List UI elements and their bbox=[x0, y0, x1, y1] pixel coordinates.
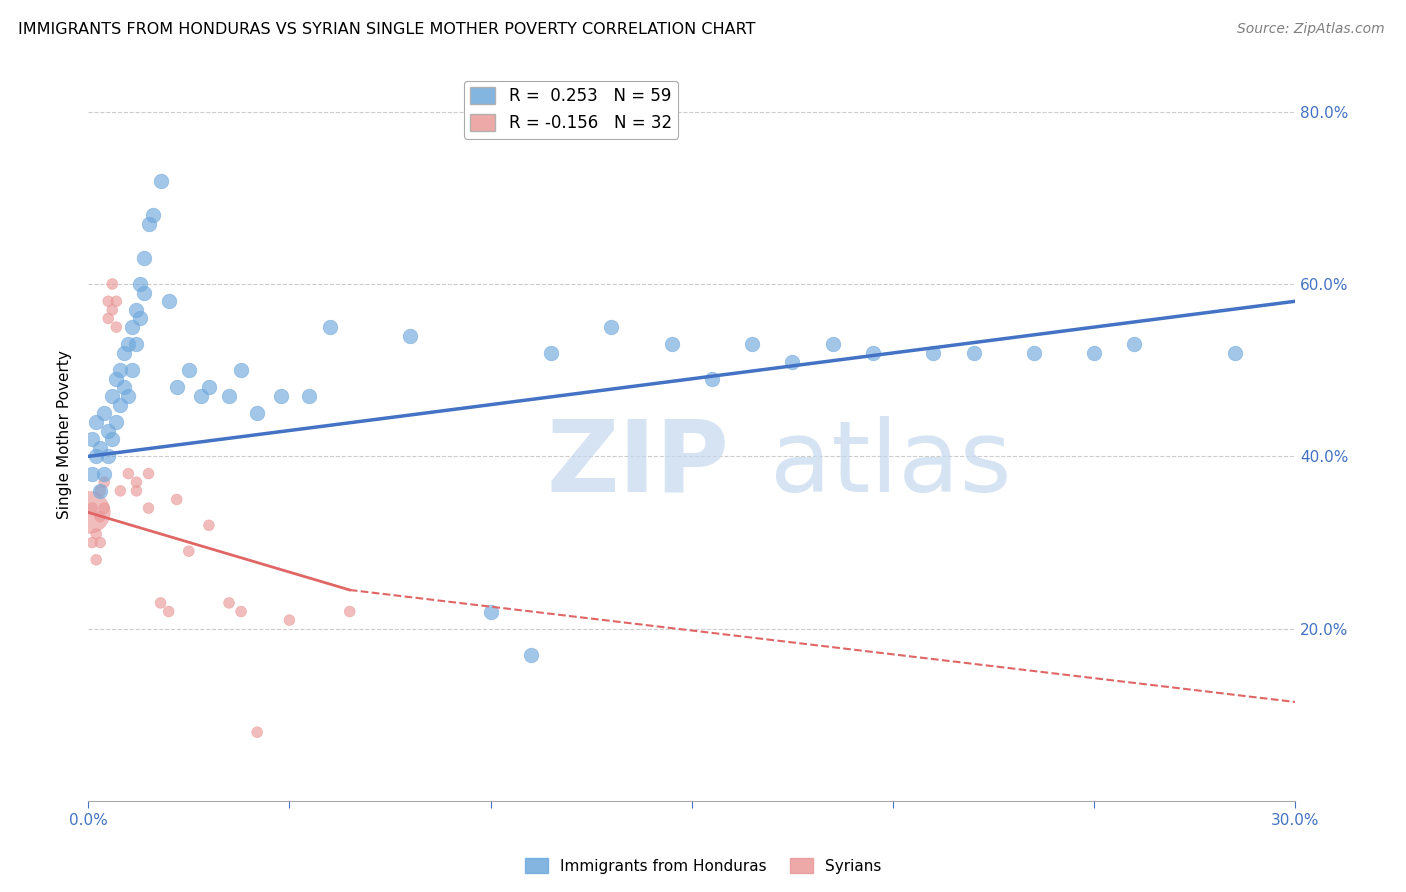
Text: ZIP: ZIP bbox=[547, 416, 730, 513]
Point bbox=[177, 544, 200, 558]
Point bbox=[138, 217, 160, 231]
Point bbox=[1022, 346, 1045, 360]
Point bbox=[105, 415, 128, 429]
Point bbox=[339, 605, 361, 619]
Point bbox=[101, 302, 124, 317]
Point bbox=[138, 501, 160, 516]
Point bbox=[89, 483, 111, 498]
Legend: R =  0.253   N = 59, R = -0.156   N = 32: R = 0.253 N = 59, R = -0.156 N = 32 bbox=[464, 80, 679, 138]
Point bbox=[93, 501, 115, 516]
Point bbox=[134, 285, 156, 300]
Point bbox=[138, 467, 160, 481]
Point bbox=[479, 605, 502, 619]
Point bbox=[520, 648, 543, 662]
Point bbox=[84, 527, 107, 541]
Point bbox=[821, 337, 844, 351]
Point bbox=[105, 372, 128, 386]
Point bbox=[79, 505, 101, 519]
Point bbox=[399, 328, 422, 343]
Point bbox=[229, 363, 252, 377]
Point bbox=[89, 483, 111, 498]
Point bbox=[218, 596, 240, 610]
Point bbox=[166, 380, 188, 394]
Point bbox=[129, 277, 152, 291]
Legend: Immigrants from Honduras, Syrians: Immigrants from Honduras, Syrians bbox=[519, 852, 887, 880]
Point bbox=[117, 337, 139, 351]
Point bbox=[922, 346, 945, 360]
Point bbox=[318, 320, 340, 334]
Point bbox=[134, 251, 156, 265]
Point bbox=[125, 483, 148, 498]
Point bbox=[600, 320, 623, 334]
Point bbox=[89, 535, 111, 549]
Point bbox=[229, 605, 252, 619]
Point bbox=[82, 501, 104, 516]
Text: atlas: atlas bbox=[770, 416, 1012, 513]
Point bbox=[962, 346, 984, 360]
Point bbox=[97, 424, 120, 438]
Point bbox=[270, 389, 292, 403]
Point bbox=[540, 346, 562, 360]
Point bbox=[129, 311, 152, 326]
Point bbox=[149, 596, 172, 610]
Point bbox=[782, 354, 804, 368]
Text: IMMIGRANTS FROM HONDURAS VS SYRIAN SINGLE MOTHER POVERTY CORRELATION CHART: IMMIGRANTS FROM HONDURAS VS SYRIAN SINGL… bbox=[18, 22, 756, 37]
Point bbox=[82, 467, 104, 481]
Point bbox=[246, 725, 269, 739]
Point bbox=[93, 475, 115, 490]
Point bbox=[84, 553, 107, 567]
Point bbox=[112, 346, 135, 360]
Point bbox=[84, 450, 107, 464]
Point bbox=[862, 346, 884, 360]
Point bbox=[101, 389, 124, 403]
Point bbox=[101, 432, 124, 446]
Point bbox=[166, 492, 188, 507]
Point bbox=[125, 475, 148, 490]
Point bbox=[121, 320, 143, 334]
Point bbox=[741, 337, 763, 351]
Point bbox=[149, 173, 172, 187]
Point bbox=[97, 294, 120, 309]
Point bbox=[82, 535, 104, 549]
Point bbox=[125, 302, 148, 317]
Point bbox=[82, 432, 104, 446]
Y-axis label: Single Mother Poverty: Single Mother Poverty bbox=[58, 351, 72, 519]
Point bbox=[93, 406, 115, 420]
Point bbox=[141, 208, 163, 222]
Point bbox=[117, 389, 139, 403]
Point bbox=[1223, 346, 1246, 360]
Point bbox=[93, 467, 115, 481]
Point bbox=[198, 380, 221, 394]
Point bbox=[157, 294, 180, 309]
Point bbox=[110, 398, 132, 412]
Point bbox=[105, 294, 128, 309]
Point bbox=[105, 320, 128, 334]
Point bbox=[177, 363, 200, 377]
Point bbox=[157, 605, 180, 619]
Point bbox=[110, 483, 132, 498]
Point bbox=[198, 518, 221, 533]
Point bbox=[121, 363, 143, 377]
Point bbox=[218, 389, 240, 403]
Point bbox=[110, 363, 132, 377]
Point bbox=[190, 389, 212, 403]
Point bbox=[97, 311, 120, 326]
Point bbox=[246, 406, 269, 420]
Point bbox=[1083, 346, 1105, 360]
Point bbox=[89, 509, 111, 524]
Point bbox=[117, 467, 139, 481]
Point bbox=[112, 380, 135, 394]
Point bbox=[1123, 337, 1146, 351]
Point bbox=[97, 450, 120, 464]
Point bbox=[298, 389, 321, 403]
Point bbox=[84, 415, 107, 429]
Text: Source: ZipAtlas.com: Source: ZipAtlas.com bbox=[1237, 22, 1385, 37]
Point bbox=[89, 441, 111, 455]
Point bbox=[278, 613, 301, 627]
Point bbox=[700, 372, 723, 386]
Point bbox=[661, 337, 683, 351]
Point bbox=[101, 277, 124, 291]
Point bbox=[125, 337, 148, 351]
